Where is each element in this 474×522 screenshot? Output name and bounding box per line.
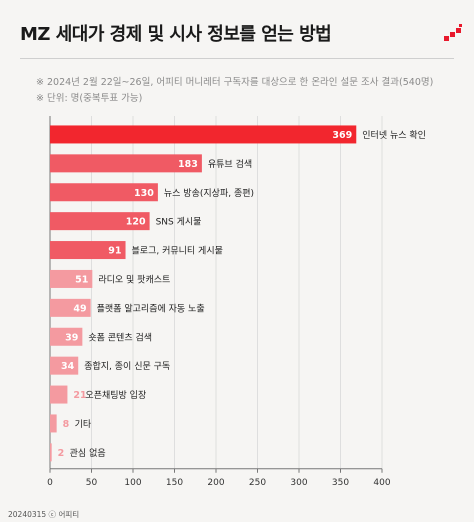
bar	[50, 125, 357, 144]
unit-note: ※ 단위: 명(중복투표 가능)	[36, 93, 143, 104]
category-label: 플랫폼 알고리즘에 자동 노출	[97, 303, 205, 314]
bar	[50, 241, 126, 260]
bar-value-label: 2	[58, 448, 65, 459]
x-tick-label: 200	[207, 478, 224, 488]
x-tick-label: 400	[373, 478, 390, 488]
category-label: 관심 없음	[70, 448, 106, 459]
category-label: 블로그, 커뮤니티 게시물	[132, 246, 223, 257]
bar-value-label: 8	[63, 419, 70, 430]
bar	[50, 183, 158, 202]
bar	[50, 385, 68, 404]
category-label: 라디오 및 팟캐스트	[98, 273, 170, 285]
bar-value-label: 183	[178, 159, 198, 170]
chart-title: MZ 세대가 경제 및 시사 정보를 얻는 방법	[20, 24, 332, 45]
category-label: SNS 게시물	[156, 217, 202, 228]
bar-value-label: 130	[134, 188, 154, 199]
bar	[50, 154, 202, 173]
bar	[50, 212, 150, 231]
category-label: 유튜브 검색	[208, 158, 252, 170]
x-tick-label: 100	[124, 478, 141, 488]
bar-value-label: 49	[73, 303, 86, 314]
x-tick-label: 0	[47, 478, 53, 488]
bar-value-label: 21	[73, 390, 86, 401]
x-tick-label: 350	[332, 478, 349, 488]
bar-chart: 0 50 100 150 200 250 300 350 400 369 인터넷 뉴스 확인 183 유…	[47, 116, 426, 488]
bar	[50, 269, 93, 288]
x-tick-label: 300	[290, 478, 307, 488]
bar	[50, 414, 57, 433]
bar	[50, 443, 52, 462]
brand-logo-icon	[444, 24, 462, 41]
category-label: 숏폼 콘텐츠 검색	[88, 331, 152, 343]
category-label: 뉴스 방송(지상파, 종편)	[164, 187, 254, 199]
bar-value-label: 120	[126, 217, 146, 228]
bar-value-label: 39	[65, 332, 78, 343]
x-tick-label: 250	[249, 478, 266, 488]
category-label: 오픈채팅방 입장	[85, 389, 146, 401]
bar	[50, 356, 79, 375]
footer-credit: 20240315 ⓒ 어피티	[8, 510, 80, 519]
bar-value-label: 51	[75, 274, 88, 285]
survey-note: ※ 2024년 2월 22일~26일, 어피티 머니레터 구독자를 대상으로 한…	[36, 77, 434, 88]
bar-value-label: 91	[108, 246, 121, 257]
x-tick-label: 150	[166, 478, 183, 488]
category-label: 종합지, 종이 신문 구독	[84, 361, 170, 372]
title-divider	[20, 58, 454, 59]
category-label: 기타	[75, 419, 92, 430]
category-label: 인터넷 뉴스 확인	[362, 129, 426, 141]
x-tick-label: 50	[86, 478, 98, 488]
bar	[50, 298, 91, 317]
bar-value-label: 369	[332, 130, 352, 141]
bar	[50, 327, 83, 346]
bar-value-label: 34	[61, 361, 75, 372]
